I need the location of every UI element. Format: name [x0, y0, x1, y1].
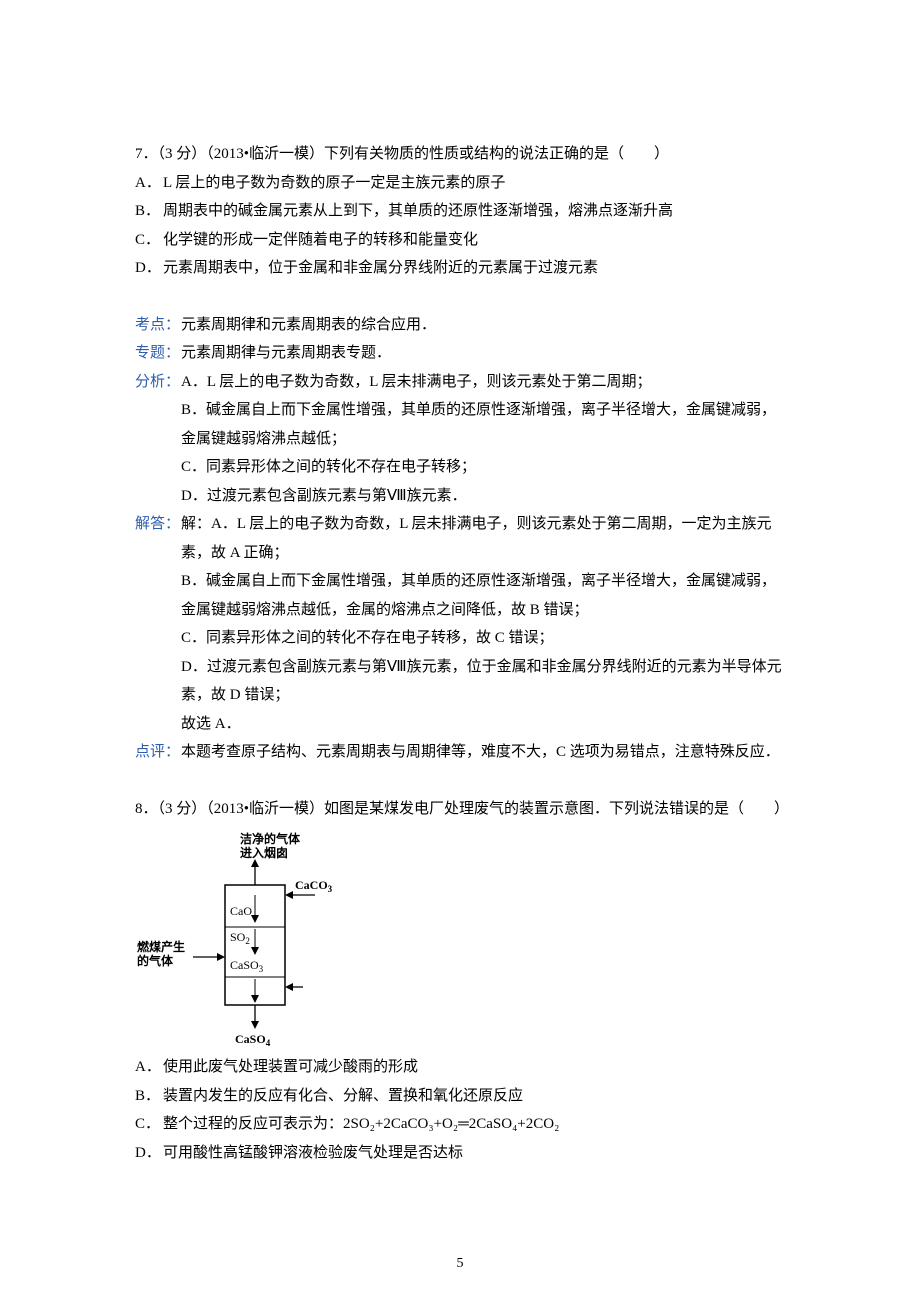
dianping-text-0: 本题考查原子结构、元素周期表与周期律等，难度不大，C 选项为易错点，注意特殊反应… [181, 738, 790, 767]
q8-choice-c: C． 整个过程的反应可表示为：2SO₂+2CaCO₃+O₂═2CaSO₄+2CO… [135, 1110, 790, 1139]
fenxi-row: 分析： A．L 层上的电子数为奇数，L 层未排满电子，则该元素处于第二周期； [135, 368, 790, 397]
zhuanti-text: 元素周期律与元素周期表专题． [181, 339, 790, 368]
choice-label: B． [135, 1082, 163, 1111]
diagram-text-top2: 进入烟囱 [240, 845, 288, 860]
jieda-label: 解答： [135, 510, 181, 567]
q7-choice-a: A． L 层上的电子数为奇数的原子一定是主族元素的原子 [135, 169, 790, 198]
choice-label: D． [135, 254, 163, 283]
q8-header: 8．（3 分）（2013•临沂一模）如图是某煤发电厂处理废气的装置示意图．下列说… [135, 795, 790, 824]
diagram-left1: 燃煤产生 [137, 939, 185, 954]
zhuanti-row: 专题： 元素周期律与元素周期表专题． [135, 339, 790, 368]
q8-diagram: 洁净的气体 进入烟囱 CaCO3 CaO SO2 燃煤产生 的气体 [135, 829, 345, 1047]
q7-choice-c: C． 化学键的形成一定伴随着电子的转移和能量变化 [135, 226, 790, 255]
choice-text: 使用此废气处理装置可减少酸雨的形成 [163, 1053, 790, 1082]
q8-choice-b: B． 装置内发生的反应有化合、分解、置换和氧化还原反应 [135, 1082, 790, 1111]
jieda-text-4: 故选 A． [135, 710, 790, 739]
dianping-label: 点评： [135, 738, 181, 767]
page-number: 5 [0, 1256, 920, 1272]
choice-text: 装置内发生的反应有化合、分解、置换和氧化还原反应 [163, 1082, 790, 1111]
fenxi-text-1: B．碱金属自上而下金属性增强，其单质的还原性逐渐增强，离子半径增大，金属键减弱，… [135, 396, 790, 453]
jieda-text-1: B．碱金属自上而下金属性增强，其单质的还原性逐渐增强，离子半径增大，金属键减弱，… [135, 567, 790, 624]
choice-text: 可用酸性高锰酸钾溶液检验废气处理是否达标 [163, 1139, 790, 1168]
q7-choice-b: B． 周期表中的碱金属元素从上到下，其单质的还原性逐渐增强，熔沸点逐渐升高 [135, 197, 790, 226]
choice-text: L 层上的电子数为奇数的原子一定是主族元素的原子 [163, 169, 790, 198]
choice-label: B． [135, 197, 163, 226]
choice-label: A． [135, 1053, 163, 1082]
fenxi-text-2: C．同素异形体之间的转化不存在电子转移； [135, 453, 790, 482]
choice-text: 元素周期表中，位于金属和非金属分界线附近的元素属于过渡元素 [163, 254, 790, 283]
choice-label: D． [135, 1139, 163, 1168]
diagram-left2: 的气体 [137, 953, 174, 968]
page: 7．（3 分）（2013•临沂一模）下列有关物质的性质或结构的说法正确的是（ ）… [0, 0, 920, 1302]
choice-label: C． [135, 1110, 163, 1139]
dianping-row: 点评： 本题考查原子结构、元素周期表与周期律等，难度不大，C 选项为易错点，注意… [135, 738, 790, 767]
diagram-text-top1: 洁净的气体 [240, 831, 301, 846]
zhuanti-label: 专题： [135, 339, 181, 368]
jieda-text-0: 解：A．L 层上的电子数为奇数，L 层未排满电子，则该元素处于第二周期，一定为主… [181, 510, 790, 567]
choice-text: 周期表中的碱金属元素从上到下，其单质的还原性逐渐增强，熔沸点逐渐升高 [163, 197, 790, 226]
choice-label: C． [135, 226, 163, 255]
diagram-caco3: CaCO3 [295, 878, 333, 894]
choice-text: 整个过程的反应可表示为：2SO₂+2CaCO₃+O₂═2CaSO₄+2CO₂ [163, 1110, 790, 1139]
q7-header: 7．（3 分）（2013•临沂一模）下列有关物质的性质或结构的说法正确的是（ ） [135, 140, 790, 169]
diagram-so2: SO2 [230, 930, 250, 946]
diagram-caso4: CaSO4 [235, 1032, 271, 1047]
q8-choice-d: D． 可用酸性高锰酸钾溶液检验废气处理是否达标 [135, 1139, 790, 1168]
kaodian-row: 考点： 元素周期律和元素周期表的综合应用． [135, 311, 790, 340]
jieda-text-2: C．同素异形体之间的转化不存在电子转移，故 C 错误； [135, 624, 790, 653]
choice-label: A． [135, 169, 163, 198]
fenxi-text-0: A．L 层上的电子数为奇数，L 层未排满电子，则该元素处于第二周期； [181, 368, 790, 397]
diagram-svg: 洁净的气体 进入烟囱 CaCO3 CaO SO2 燃煤产生 的气体 [135, 829, 345, 1047]
diagram-caso3: CaSO3 [230, 958, 264, 974]
fenxi-text-3: D．过渡元素包含副族元素与第Ⅷ族元素． [135, 482, 790, 511]
kaodian-text: 元素周期律和元素周期表的综合应用． [181, 311, 790, 340]
q7-analysis-block: 考点： 元素周期律和元素周期表的综合应用． 专题： 元素周期律与元素周期表专题．… [135, 311, 790, 767]
q8-choice-a: A． 使用此废气处理装置可减少酸雨的形成 [135, 1053, 790, 1082]
jieda-text-3: D．过渡元素包含副族元素与第Ⅷ族元素，位于金属和非金属分界线附近的元素为半导体元… [135, 653, 790, 710]
diagram-cao: CaO [230, 904, 252, 918]
q7-choice-d: D． 元素周期表中，位于金属和非金属分界线附近的元素属于过渡元素 [135, 254, 790, 283]
fenxi-label: 分析： [135, 368, 181, 397]
kaodian-label: 考点： [135, 311, 181, 340]
jieda-row: 解答： 解：A．L 层上的电子数为奇数，L 层未排满电子，则该元素处于第二周期，… [135, 510, 790, 567]
choice-text: 化学键的形成一定伴随着电子的转移和能量变化 [163, 226, 790, 255]
